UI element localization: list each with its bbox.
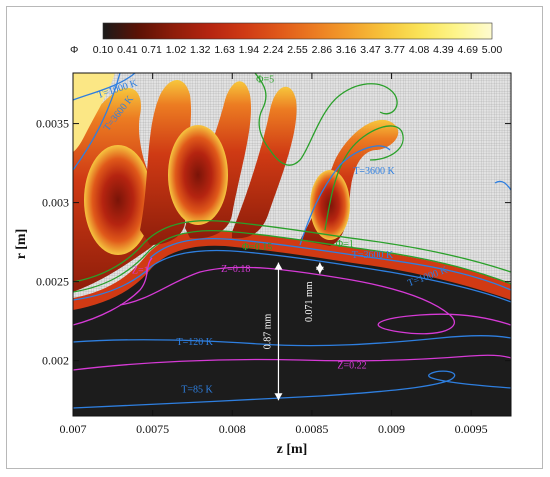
x-tick-label: 0.0095 bbox=[455, 422, 488, 436]
x-tick-label: 0.0075 bbox=[136, 422, 169, 436]
contour-Z018 bbox=[119, 266, 511, 335]
contour-T3600-bottom bbox=[149, 237, 511, 291]
axes-frame bbox=[72, 72, 512, 417]
contour-T1000-bottom bbox=[73, 249, 511, 303]
contour-T3600-right bbox=[299, 145, 391, 246]
contour-lines bbox=[73, 73, 511, 409]
dense-fluid-region bbox=[73, 239, 511, 416]
colorbar-tick-label: 3.16 bbox=[336, 44, 357, 56]
colorbar-tick-label: 3.77 bbox=[385, 44, 406, 56]
dimension-arrow-top bbox=[315, 262, 324, 270]
contour-phi5-top bbox=[254, 73, 398, 166]
colorbar-tick-label: 1.94 bbox=[239, 44, 260, 56]
colorbar-tick-label: 4.39 bbox=[433, 44, 454, 56]
colorbar-tick-label: 4.69 bbox=[457, 44, 478, 56]
x-tick-label: 0.0085 bbox=[295, 422, 328, 436]
contour-label: Φ=0.15 bbox=[242, 242, 272, 253]
colorbar-tick-label: 1.02 bbox=[166, 44, 187, 56]
colorbar-gradient bbox=[102, 22, 493, 40]
y-axis-ticks: 0.002 0.0025 0.003 0.0035 bbox=[36, 117, 511, 368]
figure-frame bbox=[6, 6, 543, 469]
contour-phi1 bbox=[73, 229, 511, 293]
contour-label: T=120 K bbox=[177, 337, 214, 348]
x-tick-label: 0.009 bbox=[378, 422, 405, 436]
dimension-label: 0.071 mm bbox=[304, 281, 315, 322]
y-tick-label: 0.0025 bbox=[36, 275, 69, 289]
colorbar-tick-label: 2.24 bbox=[263, 44, 284, 56]
colorbar-tick-label: 1.63 bbox=[214, 44, 235, 56]
contour-T1000-far bbox=[494, 180, 511, 191]
y-tick-label: 0.002 bbox=[42, 354, 69, 368]
contour-phi015 bbox=[73, 219, 511, 283]
colorbar-symbol: Φ bbox=[70, 44, 78, 56]
dimension-arrow-top bbox=[274, 262, 283, 270]
contour-label: T=85 K bbox=[181, 384, 213, 395]
contour-Z1 bbox=[73, 257, 153, 326]
contour-label: T=3600 K bbox=[352, 250, 394, 261]
contour-label: Z=1 bbox=[132, 266, 149, 277]
dimension-label: 0.87 mm bbox=[262, 313, 273, 349]
contour-label: Z=0.22 bbox=[337, 361, 366, 372]
contour-T3600-left bbox=[73, 73, 121, 171]
contour-Z022 bbox=[73, 354, 511, 371]
x-axis-label: z [m] bbox=[277, 442, 308, 457]
y-tick-label: 0.0035 bbox=[36, 117, 69, 131]
colorbar-tick-label: 0.10 bbox=[93, 44, 114, 56]
colorbar: Φ 0.10 0.41 0.71 1.02 1.32 1.63 1.94 2.24 2.55 2.… bbox=[70, 22, 503, 56]
contour-T120 bbox=[73, 335, 511, 347]
y-tick-label: 0.003 bbox=[42, 196, 69, 210]
y-axis-label: r [m] bbox=[14, 229, 29, 259]
colorbar-tick-label: 5.00 bbox=[482, 44, 503, 56]
colorbar-tick-label: 0.71 bbox=[141, 44, 162, 56]
contour-phi5-loop bbox=[324, 125, 404, 231]
contour-T85 bbox=[73, 370, 511, 409]
contour-T1000-left bbox=[73, 73, 136, 101]
dimension-annotations: 0.87 mm 0.071 mm bbox=[262, 262, 324, 401]
colorbar-tick-label: 1.32 bbox=[190, 44, 211, 56]
tongue-3 bbox=[232, 86, 297, 239]
contour-label: Z=0.18 bbox=[221, 264, 250, 275]
x-tick-label: 0.007 bbox=[60, 422, 87, 436]
plot-area: T=1000 KT=3600 KΦ=5T=3600 KΦ=0.15 Φ=1T=36… bbox=[73, 73, 511, 416]
light-cap bbox=[73, 73, 115, 152]
contour-label: T=3600 K bbox=[353, 166, 395, 177]
colorbar-tick-label: 2.55 bbox=[287, 44, 308, 56]
colorbar-tick-label: 3.47 bbox=[360, 44, 381, 56]
x-axis-ticks: 0.007 0.0075 0.008 0.0085 0.009 0.0095 bbox=[60, 73, 488, 436]
colorbar-tick-label: 2.86 bbox=[312, 44, 333, 56]
x-tick-label: 0.008 bbox=[219, 422, 246, 436]
colorbar-tick-label: 0.41 bbox=[117, 44, 138, 56]
contour-label: Φ=5 bbox=[256, 74, 274, 85]
colorbar-ticks: 0.10 0.41 0.71 1.02 1.32 1.63 1.94 2.24 2.55 2.86… bbox=[93, 44, 503, 56]
hot-spot-left bbox=[84, 145, 152, 255]
hot-spot-center bbox=[168, 125, 228, 225]
contour-label: Φ=1 bbox=[336, 239, 354, 250]
colorbar-tick-label: 4.08 bbox=[409, 44, 430, 56]
dimension-arrow-bottom bbox=[274, 393, 283, 401]
